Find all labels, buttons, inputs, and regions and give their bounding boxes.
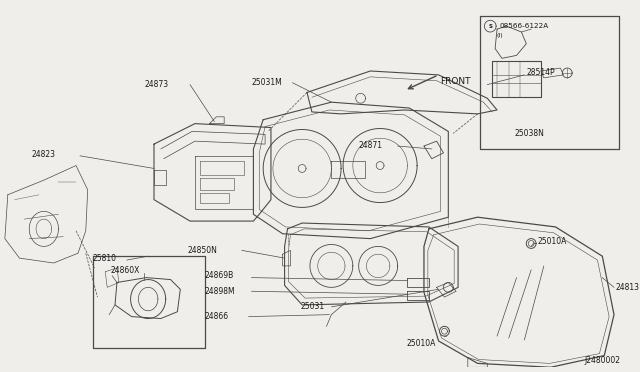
Text: 28514P: 28514P [526, 68, 555, 77]
Text: 25010A: 25010A [406, 339, 436, 349]
Text: 25010A: 25010A [538, 237, 568, 246]
Text: 25038N: 25038N [515, 129, 544, 138]
Text: 25031M: 25031M [252, 78, 282, 87]
Text: 24871: 24871 [358, 141, 383, 150]
Text: 24813: 24813 [616, 283, 640, 292]
Text: 24860X: 24860X [110, 266, 140, 275]
Text: 24898M: 24898M [205, 287, 236, 296]
Text: J2480002: J2480002 [585, 356, 621, 365]
Text: 24850N: 24850N [187, 246, 217, 255]
Text: FRONT: FRONT [440, 77, 471, 86]
Text: 08566-6122A: 08566-6122A [499, 23, 548, 29]
Text: 24866: 24866 [205, 312, 228, 321]
Text: 24869B: 24869B [205, 271, 234, 280]
Text: 24873: 24873 [144, 80, 168, 89]
Text: (I): (I) [496, 33, 502, 38]
Text: 24823: 24823 [31, 150, 55, 159]
Text: 25810: 25810 [93, 254, 116, 263]
Text: 25031: 25031 [300, 302, 324, 311]
Text: S: S [488, 24, 492, 29]
